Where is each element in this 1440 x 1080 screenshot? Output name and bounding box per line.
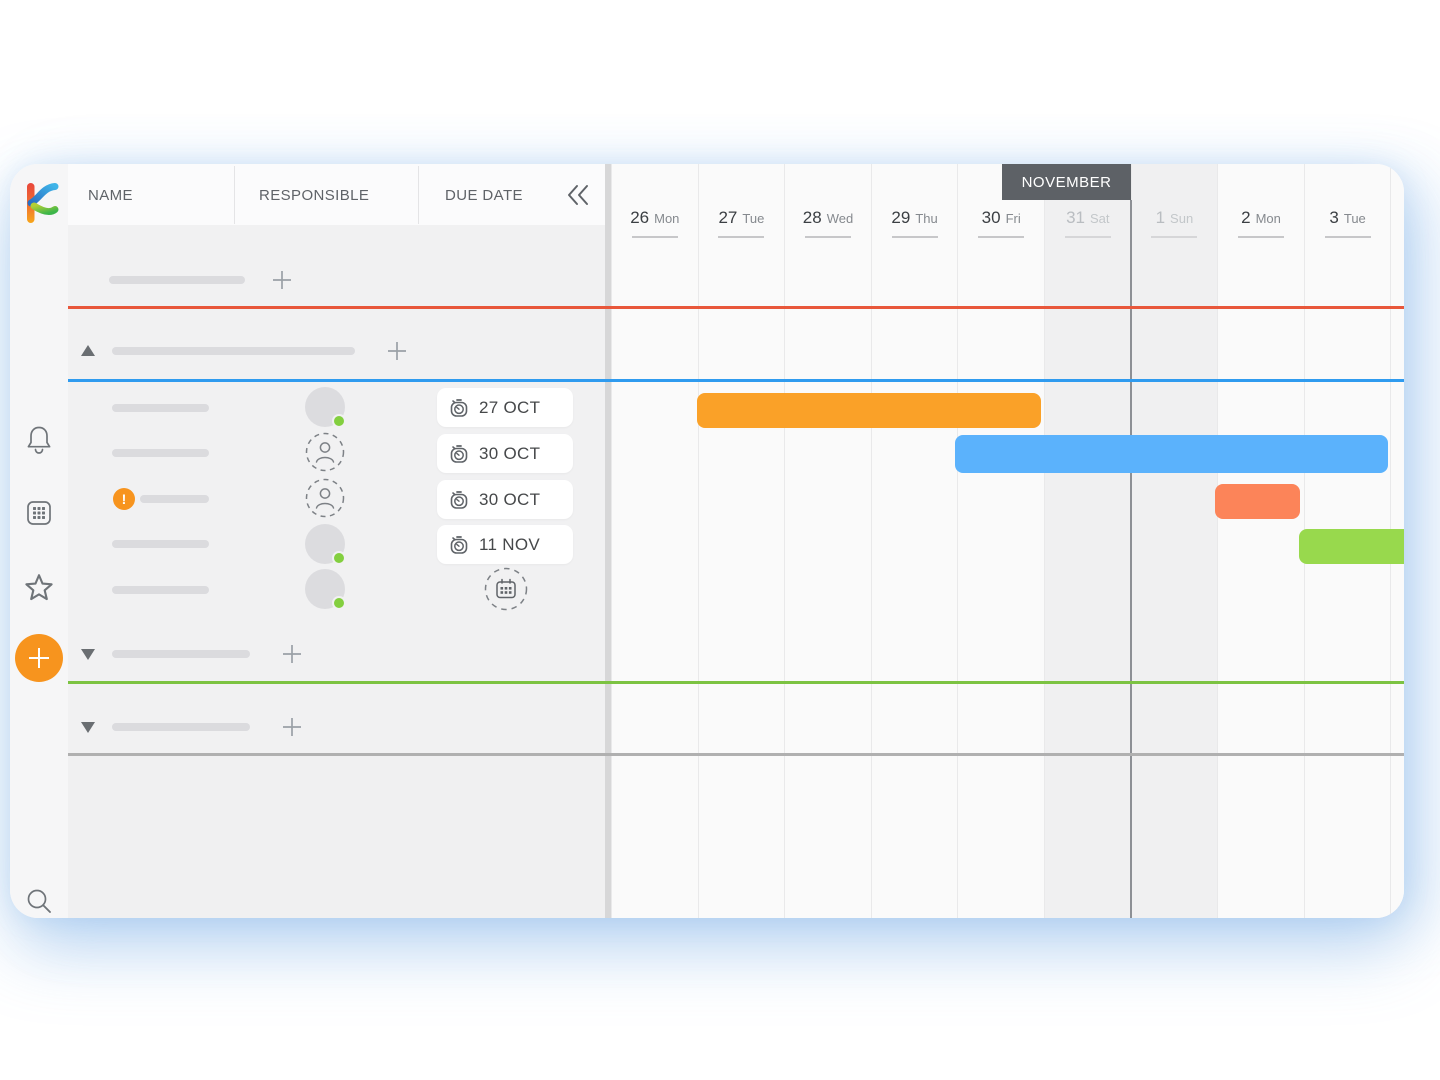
- column-divider: [418, 166, 419, 224]
- bell-icon: [27, 426, 51, 454]
- task-title-placeholder: [112, 586, 209, 594]
- day-header-label: 30 Fri: [981, 208, 1021, 227]
- group-title-placeholder: [112, 650, 250, 658]
- day-column-28-wed: 28 Wed: [784, 164, 871, 918]
- column-divider: [234, 166, 235, 224]
- app-logo[interactable]: [25, 181, 61, 227]
- task-bar-green[interactable]: [1298, 529, 1404, 564]
- day-underline: [1064, 236, 1111, 238]
- timer-icon: [450, 535, 468, 554]
- status-dot-green: [332, 596, 346, 610]
- grid-menu-icon: [27, 501, 51, 525]
- task-bar-blue[interactable]: [954, 435, 1388, 473]
- day-underline: [804, 236, 851, 238]
- task-list-panel: NAME RESPONSIBLE DUE DATE: [68, 164, 605, 918]
- due-date-chip[interactable]: 11 NOV: [437, 525, 573, 564]
- day-header-label: 26 Mon: [630, 208, 680, 227]
- swimlane-line-green: [68, 681, 1404, 684]
- day-underline: [1237, 236, 1284, 238]
- task-title-placeholder: [112, 540, 209, 548]
- timer-icon: [450, 490, 468, 509]
- day-header-label: 27 Tue: [718, 208, 765, 227]
- status-dot-green: [332, 414, 346, 428]
- status-dot-green: [332, 551, 346, 565]
- app-sidebar: [10, 164, 68, 918]
- overdue-alert-icon: !: [113, 488, 135, 510]
- swimlane-line-red: [68, 306, 1404, 309]
- task-title-placeholder: [140, 495, 209, 503]
- due-date-chip[interactable]: 30 OCT: [437, 434, 573, 473]
- plus-icon: [29, 648, 49, 668]
- day-underline: [891, 236, 938, 238]
- create-new-button[interactable]: [15, 634, 63, 682]
- due-date-chip[interactable]: 30 OCT: [437, 480, 573, 519]
- swimlane-line-blue: [68, 379, 1404, 382]
- add-task-button[interactable]: [281, 716, 303, 738]
- day-underline: [631, 236, 678, 238]
- expand-group-toggle[interactable]: [81, 649, 95, 660]
- unassigned-avatar-icon[interactable]: [305, 478, 345, 518]
- task-bar-salmon[interactable]: [1214, 484, 1301, 519]
- day-underline: [718, 236, 765, 238]
- column-header-due-date: DUE DATE: [445, 187, 523, 204]
- day-underline: [1324, 236, 1371, 238]
- due-date-label: 30 OCT: [479, 443, 541, 463]
- task-bar-orange[interactable]: [696, 393, 1041, 428]
- timer-icon: [450, 444, 468, 463]
- add-task-button[interactable]: [386, 340, 408, 362]
- day-header-label: 1 Sun: [1155, 208, 1194, 227]
- empty-panel-area: [68, 756, 605, 918]
- day-header-label: 29 Thu: [891, 208, 938, 227]
- star-icon: [25, 574, 53, 601]
- due-date-chip[interactable]: 27 OCT: [437, 388, 573, 427]
- search-icon: [27, 889, 51, 913]
- double-chevron-left-icon: [568, 185, 588, 205]
- set-due-date-picker-icon[interactable]: [484, 567, 528, 611]
- panel-resize-splitter[interactable]: [605, 164, 611, 918]
- group-title-placeholder: [112, 347, 355, 355]
- day-column-31-sat: 31 Sat: [1044, 164, 1131, 918]
- day-header-label: 28 Wed: [802, 208, 854, 227]
- month-boundary-line: [1130, 200, 1132, 918]
- app-window: NAME RESPONSIBLE DUE DATE: [10, 164, 1404, 918]
- day-column-30-fri: 30 Fri: [957, 164, 1044, 918]
- column-header-name: NAME: [88, 187, 133, 204]
- expand-group-toggle[interactable]: [81, 722, 95, 733]
- favorites-button[interactable]: [10, 570, 68, 606]
- day-header-label: 2 Mon: [1241, 208, 1281, 227]
- month-badge: NOVEMBER: [1002, 164, 1131, 200]
- collapse-panel-button[interactable]: [563, 179, 595, 211]
- notifications-button[interactable]: [10, 422, 68, 456]
- day-column-27-tue: 27 Tue: [697, 164, 785, 918]
- boards-menu-button[interactable]: [10, 496, 68, 530]
- collapse-group-toggle[interactable]: [81, 345, 95, 356]
- add-task-button[interactable]: [281, 643, 303, 665]
- day-header-label: 3 Tue: [1329, 208, 1366, 227]
- day-column-1-sun: 1 Sun: [1130, 164, 1218, 918]
- unassigned-avatar-icon[interactable]: [305, 432, 345, 472]
- day-column-2-mon: 2 Mon: [1217, 164, 1304, 918]
- task-title-placeholder: [112, 449, 209, 457]
- due-date-label: 30 OCT: [479, 489, 541, 509]
- timeline-grid: 3 Tue 2 Mon 1 Sun 31 Sat 30 Fri 29 Thu 28 Wed 27 Tue 26 M…: [611, 164, 1404, 918]
- task-list-header: NAME RESPONSIBLE DUE DATE: [68, 164, 605, 225]
- day-column-26-mon: 26 Mon: [611, 164, 698, 918]
- column-header-responsible: RESPONSIBLE: [259, 187, 370, 204]
- swimlane-line-gray: [68, 753, 1404, 756]
- group-title-placeholder: [112, 723, 250, 731]
- task-title-placeholder: [112, 404, 209, 412]
- due-date-label: 27 OCT: [479, 397, 541, 417]
- due-date-label: 11 NOV: [479, 534, 541, 554]
- card-title-placeholder: [109, 276, 245, 284]
- search-button[interactable]: [10, 884, 68, 918]
- add-card-button[interactable]: [271, 269, 293, 291]
- day-underline: [978, 236, 1025, 238]
- day-column-29-thu: 29 Thu: [870, 164, 958, 918]
- day-underline: [1151, 236, 1198, 238]
- day-header-label: 31 Sat: [1066, 208, 1110, 227]
- timer-icon: [450, 398, 468, 417]
